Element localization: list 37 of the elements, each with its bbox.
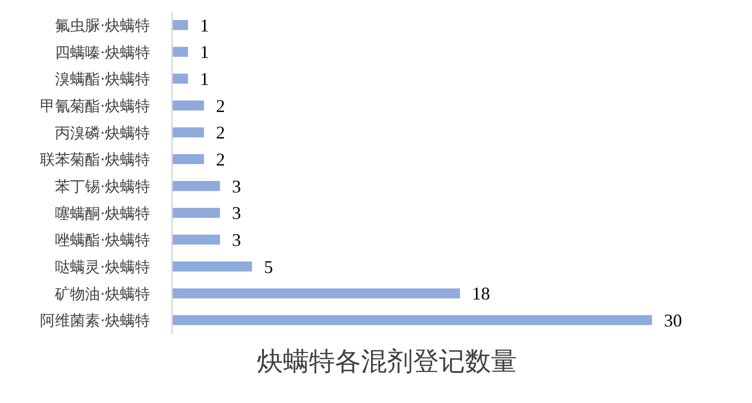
data-label: 30	[664, 310, 682, 331]
data-label: 2	[216, 96, 225, 116]
data-label: 3	[232, 176, 241, 196]
y-tick-label: 丙溴磷·炔螨特	[55, 124, 150, 142]
bar	[172, 127, 204, 138]
data-label: 1	[200, 15, 209, 36]
bar	[172, 100, 204, 110]
data-label: 1	[200, 42, 209, 62]
data-label: 1	[200, 69, 209, 90]
bar	[172, 262, 252, 272]
data-label: 5	[264, 256, 273, 277]
data-label: 2	[216, 122, 225, 143]
y-tick-label: 阿维菌素·炔螨特	[40, 312, 150, 330]
bar	[172, 20, 188, 30]
y-tick-label: 矿物油·炔螨特	[54, 284, 150, 303]
y-tick-label: 溴螨酯·炔螨特	[55, 70, 150, 88]
y-tick-label: 苯丁锡·炔螨特	[55, 177, 150, 196]
y-tick-label: 甲氰菊酯·炔螨特	[40, 96, 150, 115]
bar	[172, 315, 652, 326]
y-tick-label: 四螨嗪·炔螨特	[55, 43, 150, 62]
y-tick-label: 联苯菊酯·炔螨特	[40, 150, 150, 169]
data-label: 3	[232, 203, 241, 224]
y-tick-label: 氟虫脲·炔螨特	[55, 16, 150, 34]
bar	[172, 234, 220, 245]
data-label: 2	[216, 150, 225, 170]
text: 炔螨特各混剂登记数量	[257, 347, 517, 377]
y-tick-label: 哒螨灵·炔螨特	[55, 258, 150, 276]
bar	[172, 74, 188, 84]
y-tick-label: 唑螨酯·炔螨特	[55, 231, 150, 250]
y-tick-label: 噻螨酮·炔螨特	[55, 204, 150, 222]
bar	[172, 154, 204, 164]
bar	[172, 208, 220, 218]
bar	[172, 288, 460, 298]
data-label: 3	[232, 230, 241, 250]
data-label: 18	[472, 284, 490, 304]
bar	[172, 46, 188, 57]
bar	[172, 181, 220, 191]
